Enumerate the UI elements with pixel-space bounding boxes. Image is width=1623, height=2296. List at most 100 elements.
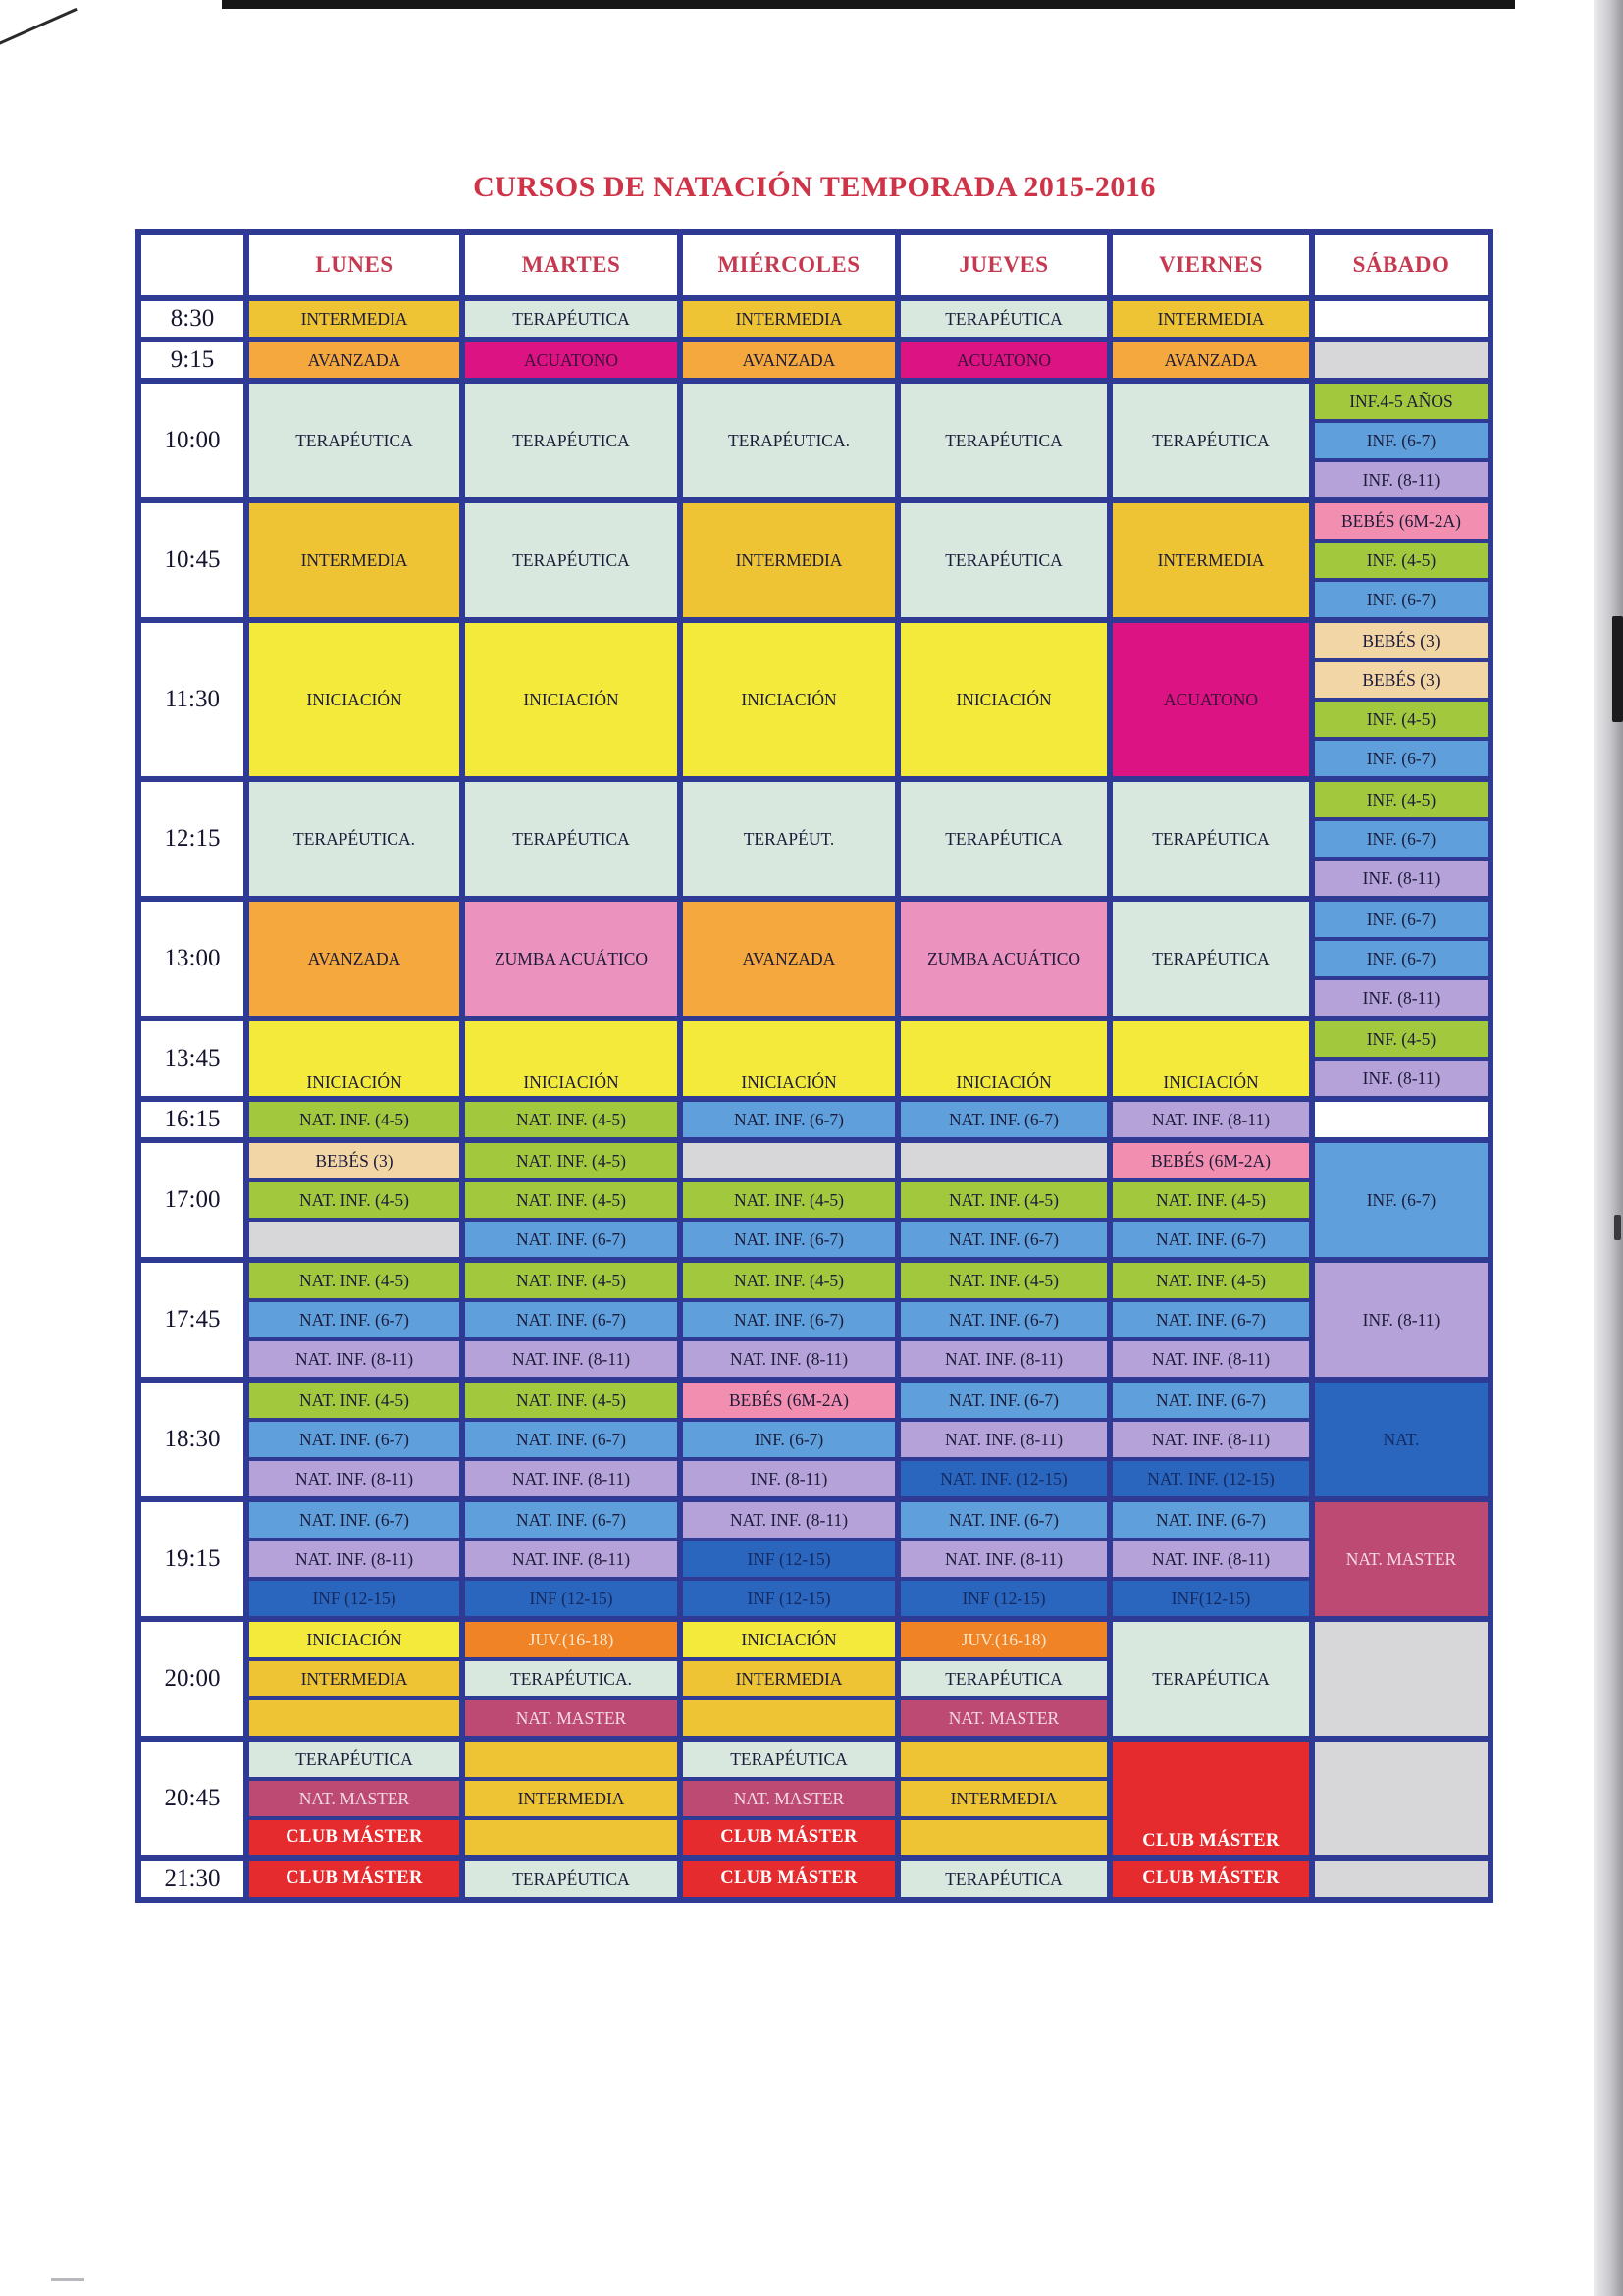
day-cell: TERAPÉUTICA xyxy=(249,384,459,497)
day-cell: JUV.(16-18) TERAPÉUTICA NAT. MASTER xyxy=(901,1622,1107,1736)
course-cell: TERAPÉUTICA xyxy=(465,301,677,337)
course-cell: NAT. INF. (6-7) xyxy=(901,1502,1107,1538)
day-cell: NAT. INF. (6-7) NAT. INF. (8-11) INF (12-1… xyxy=(465,1502,677,1616)
course-cell: CLUB MÁSTER xyxy=(1113,1742,1309,1855)
day-cell: TERAPÉUTICA xyxy=(901,782,1107,896)
schedule-row: 17:00 BEBÉS (3) NAT. INF. (4-5) NAT. INF. (… xyxy=(141,1143,1488,1257)
course-cell: INICIACIÓN xyxy=(249,623,459,776)
schedule-row: 11:30 INICIACIÓN INICIACIÓN INICIACIÓN INICI… xyxy=(141,623,1488,776)
course-cell: INTERMEDIA xyxy=(901,1781,1107,1816)
schedule-table: LUNES MARTES MIÉRCOLES JUEVES VIERNES SÁBADO … xyxy=(135,229,1493,1903)
course-cell: NAT. INF. (8-11) xyxy=(1113,1341,1309,1377)
day-cell: INICIACIÓN xyxy=(249,1021,459,1096)
course-cell: INICIACIÓN xyxy=(683,1021,895,1096)
course-cell: INF (12-15) xyxy=(901,1581,1107,1616)
day-cell: NAT. xyxy=(1315,1383,1488,1496)
day-cell: TERAPÉUTICA xyxy=(901,301,1107,337)
course-cell: NAT. INF. (4-5) xyxy=(683,1263,895,1298)
course-cell: JUV.(16-18) xyxy=(901,1622,1107,1657)
day-cell: INF. (4-5) INF. (6-7) INF. (8-11) xyxy=(1315,782,1488,896)
day-cell: INICIACIÓN INTERMEDIA xyxy=(683,1622,895,1736)
course-cell: BEBÉS (6M-2A) xyxy=(1113,1143,1309,1178)
course-cell: AVANZADA xyxy=(249,342,459,378)
empty-cell xyxy=(249,1222,459,1257)
course-cell: TERAPÉUTICA xyxy=(465,384,677,497)
day-cell xyxy=(1315,301,1488,337)
course-cell: INF (12-15) xyxy=(683,1541,895,1577)
course-cell: AVANZADA xyxy=(249,902,459,1016)
course-cell: INTERMEDIA xyxy=(465,1781,677,1816)
day-cell xyxy=(1315,1622,1488,1736)
day-cell: NAT. INF. (8-11) xyxy=(1113,1102,1309,1137)
day-header-6: SÁBADO xyxy=(1315,235,1488,295)
time-label: 9:15 xyxy=(141,342,243,378)
day-cell: NAT. INF. (4-5) NAT. INF. (6-7) NAT. INF. … xyxy=(465,1383,677,1496)
course-cell: NAT. MASTER xyxy=(465,1700,677,1736)
course-cell: INF. (8-11) xyxy=(1315,861,1488,896)
course-cell: NAT. INF. (4-5) xyxy=(1113,1263,1309,1298)
course-cell: NAT. INF. (6-7) xyxy=(683,1222,895,1257)
course-cell: ACUATONO xyxy=(1113,623,1309,776)
schedule-row: 20:45 TERAPÉUTICA NAT. MASTER CLUB MÁSTER IN… xyxy=(141,1742,1488,1855)
day-cell: CLUB MÁSTER xyxy=(1113,1742,1309,1855)
course-cell: NAT. MASTER xyxy=(1315,1502,1488,1616)
course-cell: AVANZADA xyxy=(1113,342,1309,378)
time-label: 16:15 xyxy=(141,1102,243,1137)
day-cell: NAT. INF. (4-5) xyxy=(249,1102,459,1137)
course-cell: INF. (8-11) xyxy=(1315,1263,1488,1377)
schedule-row: 13:00 AVANZADA ZUMBA ACUÁTICO AVANZADA ZUMBA… xyxy=(141,902,1488,1016)
day-cell: TERAPÉUTICA xyxy=(465,1861,677,1897)
course-cell: INTERMEDIA xyxy=(249,301,459,337)
course-cell: NAT. INF. (6-7) xyxy=(901,1383,1107,1418)
course-cell: INTERMEDIA xyxy=(683,301,895,337)
course-cell: CLUB MÁSTER xyxy=(249,1820,459,1855)
day-cell: AVANZADA xyxy=(683,902,895,1016)
time-label: 21:30 xyxy=(141,1861,243,1897)
course-cell: ZUMBA ACUÁTICO xyxy=(465,902,677,1016)
course-cell: INF. (4-5) xyxy=(1315,702,1488,737)
empty-cell xyxy=(901,1143,1107,1178)
day-cell: TERAPÉUTICA. xyxy=(249,782,459,896)
course-cell: NAT. INF. (8-11) xyxy=(1113,1102,1309,1137)
day-cell: INTERMEDIA xyxy=(683,503,895,617)
course-cell: INF.4-5 AÑOS xyxy=(1315,384,1488,419)
course-cell: NAT. INF. (8-11) xyxy=(249,1461,459,1496)
empty-cell xyxy=(901,1820,1107,1855)
day-cell: NAT. INF. (4-5) NAT. INF. (6-7) NAT. INF. … xyxy=(1113,1263,1309,1377)
day-cell: TERAPÉUTICA xyxy=(465,384,677,497)
day-header-4: JUEVES xyxy=(901,235,1107,295)
course-cell: NAT. INF. (8-11) xyxy=(1113,1422,1309,1457)
course-cell: NAT. MASTER xyxy=(249,1781,459,1816)
day-cell: INICIACIÓN xyxy=(1113,1021,1309,1096)
course-cell: TERAPÉUTICA xyxy=(683,1742,895,1777)
course-cell: INF (12-15) xyxy=(249,1581,459,1616)
course-cell: NAT. INF. (8-11) xyxy=(683,1341,895,1377)
day-cell: AVANZADA xyxy=(683,342,895,378)
day-cell: ZUMBA ACUÁTICO xyxy=(465,902,677,1016)
course-cell: BEBÉS (3) xyxy=(249,1143,459,1178)
day-cell: INF. (8-11) xyxy=(1315,1263,1488,1377)
course-cell: TERAPÉUTICA. xyxy=(683,384,895,497)
scan-right-strip xyxy=(1594,0,1623,2296)
course-cell: NAT. INF. (6-7) xyxy=(901,1222,1107,1257)
day-cell xyxy=(1315,1861,1488,1897)
day-cell: INF. (6-7) xyxy=(1315,1143,1488,1257)
day-cell: BEBÉS (6M-2A) INF. (4-5) INF. (6-7) xyxy=(1315,503,1488,617)
day-cell: NAT. INF. (8-11) INF (12-15) INF (12-15) xyxy=(683,1502,895,1616)
course-cell: INF. (4-5) xyxy=(1315,543,1488,578)
course-cell: CLUB MÁSTER xyxy=(683,1820,895,1855)
course-cell: NAT. INF. (12-15) xyxy=(1113,1461,1309,1496)
scan-right-mark xyxy=(1614,1215,1621,1240)
schedule-row: 17:45 NAT. INF. (4-5) NAT. INF. (6-7) NAT. … xyxy=(141,1263,1488,1377)
empty-cell xyxy=(1315,1622,1488,1736)
course-cell: NAT. INF. (4-5) xyxy=(465,1263,677,1298)
course-cell: NAT. INF. (4-5) xyxy=(249,1383,459,1418)
day-cell: INICIACIÓN xyxy=(465,1021,677,1096)
course-cell: NAT. INF. (4-5) xyxy=(465,1383,677,1418)
day-cell: NAT. INF. (6-7) NAT. INF. (8-11) INF (12-1… xyxy=(901,1502,1107,1616)
course-cell: INICIACIÓN xyxy=(1113,1021,1309,1096)
course-cell: NAT. INF. (6-7) xyxy=(249,1302,459,1337)
course-cell: TERAPÉUTICA xyxy=(1113,1622,1309,1736)
course-cell: INF (12-15) xyxy=(683,1581,895,1616)
course-cell: INF. (6-7) xyxy=(1315,741,1488,776)
